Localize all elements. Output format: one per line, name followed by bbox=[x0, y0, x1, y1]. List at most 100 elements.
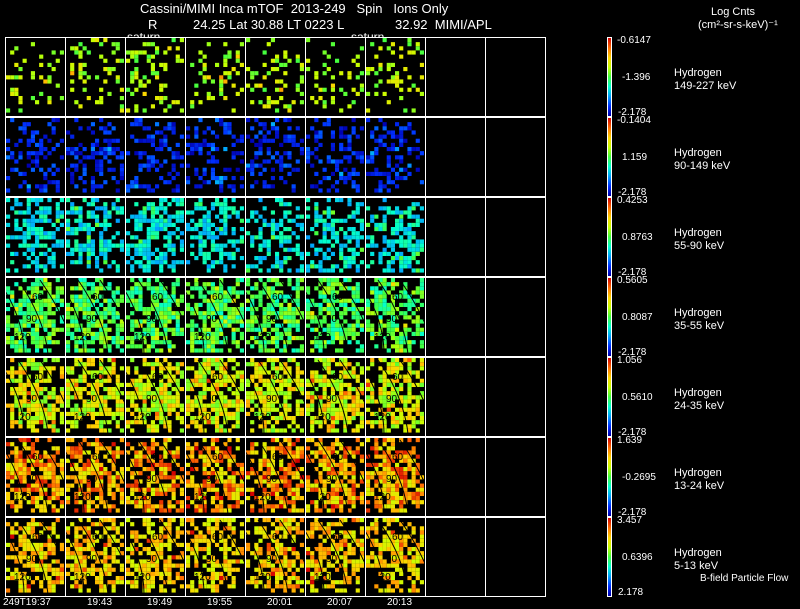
heatmap-cell bbox=[258, 370, 263, 375]
heatmap-cell bbox=[78, 67, 83, 72]
heatmap-cell bbox=[59, 487, 64, 492]
heatmap-cell bbox=[275, 479, 280, 484]
heatmap-cell bbox=[246, 264, 251, 269]
heatmap-cell bbox=[90, 286, 95, 291]
heatmap-cell bbox=[306, 307, 311, 312]
heatmap-cell bbox=[239, 374, 244, 379]
heatmap-cell bbox=[386, 307, 391, 312]
heatmap-cell bbox=[171, 167, 176, 172]
heatmap-cell bbox=[39, 251, 44, 256]
heatmap-cell bbox=[266, 391, 271, 396]
heatmap-cell bbox=[18, 75, 23, 80]
heatmap-cell bbox=[295, 58, 300, 63]
heatmap-cell bbox=[99, 171, 104, 176]
heatmap-cell bbox=[99, 126, 104, 131]
heatmap-cell bbox=[219, 180, 224, 185]
heatmap-cell bbox=[74, 260, 79, 265]
heatmap-cell bbox=[43, 282, 48, 287]
heatmap-cell bbox=[407, 122, 412, 127]
heatmap-cell bbox=[138, 227, 143, 232]
heatmap-cell bbox=[335, 378, 340, 383]
heatmap-cell bbox=[335, 420, 340, 425]
heatmap-cell bbox=[14, 454, 19, 459]
heatmap-cell bbox=[111, 358, 116, 363]
heatmap-cell bbox=[335, 231, 340, 236]
heatmap-cell bbox=[138, 307, 143, 312]
heatmap-cell bbox=[314, 327, 319, 332]
heatmap-cell bbox=[347, 171, 352, 176]
heatmap-cell bbox=[18, 96, 23, 101]
heatmap-cell bbox=[279, 202, 284, 207]
heatmap-cell bbox=[219, 496, 224, 501]
heatmap-cell bbox=[146, 278, 151, 283]
heatmap-cell bbox=[227, 416, 232, 421]
heatmap-cell bbox=[90, 454, 95, 459]
heatmap-cell bbox=[126, 151, 131, 156]
heatmap-cell bbox=[266, 184, 271, 189]
heatmap-cell bbox=[279, 218, 284, 223]
heatmap-cell bbox=[370, 336, 375, 341]
heatmap-cell bbox=[287, 155, 292, 160]
heatmap-cell bbox=[194, 504, 199, 509]
heatmap-cell bbox=[287, 446, 292, 451]
heatmap-cell bbox=[138, 294, 143, 299]
heatmap-cell bbox=[374, 222, 379, 227]
heatmap-cell bbox=[382, 91, 387, 96]
heatmap-cell bbox=[407, 231, 412, 236]
heatmap-cell bbox=[194, 446, 199, 451]
heatmap-cell bbox=[30, 454, 35, 459]
heatmap-cell bbox=[347, 403, 352, 408]
heatmap-cell bbox=[107, 508, 112, 513]
heatmap-cell bbox=[163, 403, 168, 408]
heatmap-cell bbox=[82, 163, 87, 168]
heatmap-cell bbox=[90, 362, 95, 367]
heatmap-cell bbox=[159, 467, 164, 472]
heatmap-cell bbox=[291, 358, 296, 363]
heatmap-cell bbox=[395, 163, 400, 168]
heatmap-cell bbox=[95, 475, 100, 480]
heatmap-cell bbox=[138, 378, 143, 383]
heatmap-cell bbox=[99, 42, 104, 47]
heatmap-cell bbox=[347, 71, 352, 76]
heatmap-cell bbox=[202, 370, 207, 375]
heatmap-cell bbox=[219, 348, 224, 353]
heatmap-cell bbox=[78, 411, 83, 416]
heatmap-cell bbox=[223, 307, 228, 312]
heatmap-cell bbox=[66, 483, 71, 488]
heatmap-cell bbox=[202, 294, 207, 299]
heatmap-cell bbox=[386, 46, 391, 51]
heatmap-panel: 60 90 120 bbox=[65, 437, 126, 517]
heatmap-cell bbox=[130, 134, 135, 139]
heatmap-cell bbox=[47, 79, 52, 84]
heatmap-cell bbox=[403, 323, 408, 328]
heatmap-cell bbox=[330, 424, 335, 429]
heatmap-cell bbox=[179, 420, 184, 425]
heatmap-cell bbox=[138, 138, 143, 143]
heatmap-cell bbox=[111, 442, 116, 447]
heatmap-cell bbox=[18, 416, 23, 421]
heatmap-cell bbox=[78, 176, 83, 181]
heatmap-cell bbox=[18, 458, 23, 463]
heatmap-cell bbox=[295, 54, 300, 59]
heatmap-cell bbox=[374, 286, 379, 291]
heatmap-cell bbox=[39, 290, 44, 295]
heatmap-cell bbox=[326, 206, 331, 211]
heatmap-cell bbox=[150, 231, 155, 236]
heatmap-cell bbox=[351, 331, 356, 336]
heatmap-cell bbox=[287, 210, 292, 215]
heatmap-cell bbox=[370, 67, 375, 72]
heatmap-cell bbox=[239, 348, 244, 353]
heatmap-cell bbox=[227, 378, 232, 383]
heatmap-cell bbox=[159, 222, 164, 227]
heatmap-cell bbox=[134, 218, 139, 223]
contour-label: 120 bbox=[134, 412, 151, 423]
heatmap-cell bbox=[18, 344, 23, 349]
heatmap-cell bbox=[134, 138, 139, 143]
heatmap-cell bbox=[351, 235, 356, 240]
heatmap-cell bbox=[10, 374, 15, 379]
heatmap-cell bbox=[39, 344, 44, 349]
heatmap-cell bbox=[26, 231, 31, 236]
heatmap-cell bbox=[138, 210, 143, 215]
heatmap-cell bbox=[202, 130, 207, 135]
heatmap-cell bbox=[366, 264, 371, 269]
